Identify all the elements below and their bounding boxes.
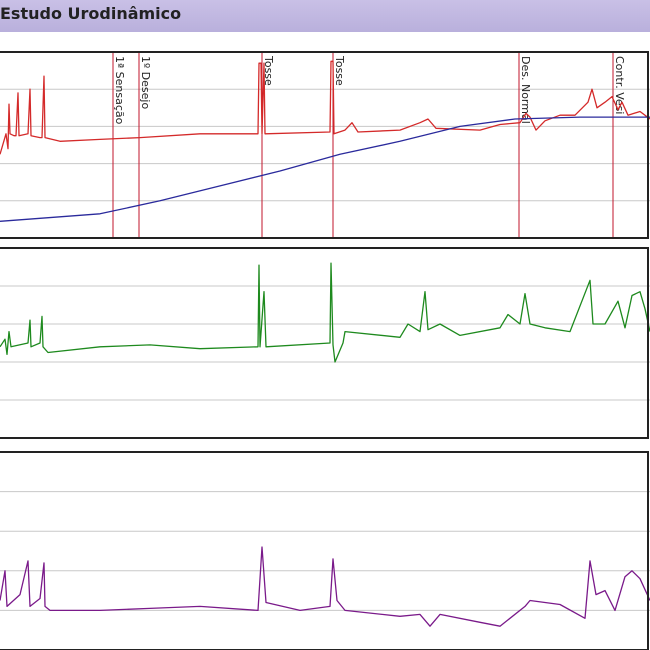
panel-1-series-line	[0, 60, 650, 155]
event-label: Tosse	[333, 55, 346, 86]
panel-3-border	[0, 451, 649, 650]
window-header: Estudo Urodinâmico	[0, 0, 650, 33]
panel-1: 1ª Sensação 1º Desejo Tosse Tosse Des. Norma…	[0, 51, 650, 239]
event-label: Tosse	[262, 55, 275, 86]
urodynamic-chart: 1ª Sensação 1º Desejo Tosse Tosse Des. Norma…	[0, 51, 650, 650]
panel-1-border	[0, 51, 649, 239]
window-title: Estudo Urodinâmico	[0, 4, 182, 23]
event-label: Des. Normal	[519, 56, 532, 124]
panel-2-border	[0, 247, 649, 439]
panel-2-grid	[0, 285, 650, 401]
panel-3-series-line	[0, 546, 650, 627]
panel-1-background	[0, 52, 650, 238]
panel-3	[0, 451, 650, 650]
panel-1-series-line	[0, 116, 650, 222]
event-label: 1º Desejo	[139, 56, 152, 109]
event-label: 1ª Sensação	[113, 56, 126, 125]
panel-3-background	[0, 452, 650, 650]
panel-2	[0, 247, 650, 439]
panel-2-series-line	[0, 262, 650, 363]
event-label: Contr. Vesi	[613, 56, 626, 114]
panel-1-grid	[0, 88, 650, 202]
chart-area: 1ª Sensação 1º Desejo Tosse Tosse Des. Norma…	[0, 32, 650, 650]
